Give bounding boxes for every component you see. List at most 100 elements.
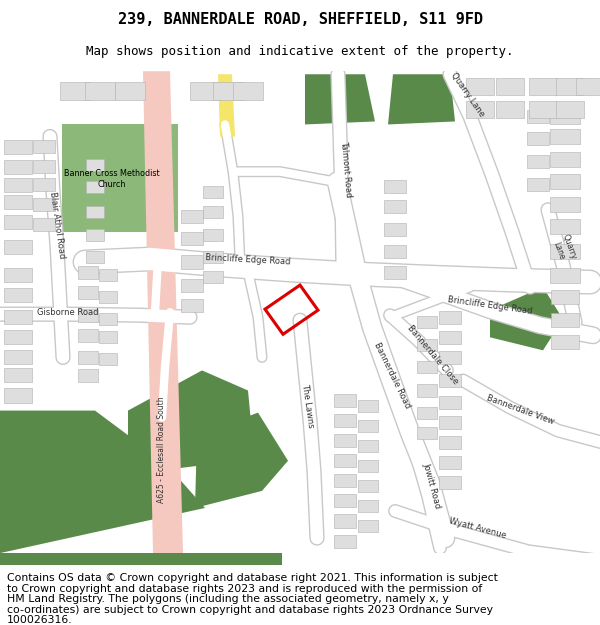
Bar xyxy=(527,110,549,123)
Bar xyxy=(466,78,494,95)
Bar xyxy=(358,480,378,492)
Bar xyxy=(99,269,117,281)
Bar xyxy=(551,290,579,304)
Text: Blair Athol Road: Blair Athol Road xyxy=(48,191,66,259)
Bar xyxy=(496,78,524,95)
Polygon shape xyxy=(218,74,235,136)
Bar xyxy=(550,174,580,189)
Bar xyxy=(86,159,104,171)
Bar xyxy=(439,331,461,344)
Text: Wyatt Avenue: Wyatt Avenue xyxy=(448,516,508,540)
Text: Banner Cross Methodist
Church: Banner Cross Methodist Church xyxy=(64,169,160,189)
Polygon shape xyxy=(195,412,288,508)
Polygon shape xyxy=(490,287,563,351)
Text: Talmont Road: Talmont Road xyxy=(339,140,353,198)
Text: Map shows position and indicative extent of the property.: Map shows position and indicative extent… xyxy=(86,45,514,58)
Bar xyxy=(417,384,437,396)
Bar xyxy=(33,140,55,153)
Bar xyxy=(99,291,117,303)
Bar xyxy=(213,82,243,101)
Bar xyxy=(60,82,90,101)
Bar xyxy=(4,215,32,229)
Bar xyxy=(86,206,104,218)
Bar xyxy=(551,335,579,349)
Bar xyxy=(203,251,223,263)
Bar xyxy=(4,159,32,174)
Text: Bannerdale Road: Bannerdale Road xyxy=(372,341,412,410)
Polygon shape xyxy=(305,74,375,124)
Bar xyxy=(358,500,378,512)
Bar xyxy=(33,218,55,231)
Bar xyxy=(439,416,461,429)
Bar xyxy=(417,406,437,419)
Bar xyxy=(384,200,406,213)
Bar xyxy=(334,474,356,488)
Bar xyxy=(181,210,203,223)
Bar xyxy=(556,101,584,118)
Bar xyxy=(550,268,580,282)
Bar xyxy=(33,198,55,211)
Text: Bannerdale Close: Bannerdale Close xyxy=(406,323,460,386)
Bar xyxy=(334,414,356,427)
Bar xyxy=(4,330,32,344)
Bar xyxy=(439,396,461,409)
Bar xyxy=(417,339,437,351)
Bar xyxy=(33,160,55,173)
Text: Contains OS data © Crown copyright and database right 2021. This information is : Contains OS data © Crown copyright and d… xyxy=(7,573,498,583)
Bar xyxy=(358,439,378,452)
Bar xyxy=(181,279,203,292)
Bar xyxy=(334,534,356,548)
Text: to Crown copyright and database rights 2023 and is reproduced with the permissio: to Crown copyright and database rights 2… xyxy=(7,584,482,594)
Bar xyxy=(99,331,117,343)
Bar xyxy=(181,256,203,269)
Bar xyxy=(417,427,437,439)
Bar xyxy=(78,329,98,342)
Bar xyxy=(550,152,580,167)
Text: 239, BANNERDALE ROAD, SHEFFIELD, S11 9FD: 239, BANNERDALE ROAD, SHEFFIELD, S11 9FD xyxy=(118,12,482,28)
Bar xyxy=(4,288,32,302)
Bar xyxy=(0,553,282,564)
Text: Brincliffe Edge Road: Brincliffe Edge Road xyxy=(205,253,291,267)
Bar xyxy=(203,229,223,241)
Bar xyxy=(496,101,524,118)
Bar xyxy=(4,139,32,154)
Text: Bannerdale View: Bannerdale View xyxy=(485,393,555,426)
Bar xyxy=(527,155,549,168)
Bar xyxy=(384,246,406,259)
Bar xyxy=(550,219,580,234)
Bar xyxy=(233,82,263,101)
Bar xyxy=(78,369,98,382)
Bar xyxy=(85,82,115,101)
Bar xyxy=(334,434,356,447)
Bar xyxy=(4,195,32,209)
Bar xyxy=(529,78,557,95)
Polygon shape xyxy=(143,71,183,553)
Bar xyxy=(439,436,461,449)
Bar xyxy=(4,351,32,364)
Text: Quarry Lane: Quarry Lane xyxy=(449,71,487,118)
Bar xyxy=(334,514,356,528)
Bar xyxy=(99,353,117,366)
Bar xyxy=(550,109,580,124)
Text: 100026316.: 100026316. xyxy=(7,615,73,625)
Bar xyxy=(334,494,356,508)
Bar xyxy=(439,311,461,324)
Text: Brincliffe Edge Road: Brincliffe Edge Road xyxy=(447,295,533,316)
Polygon shape xyxy=(128,371,252,471)
Text: The Lawns: The Lawns xyxy=(301,383,316,428)
Bar xyxy=(203,186,223,198)
Bar xyxy=(334,454,356,468)
Bar xyxy=(466,101,494,118)
Bar xyxy=(33,178,55,191)
Bar xyxy=(78,266,98,279)
Polygon shape xyxy=(62,124,178,232)
Bar xyxy=(550,198,580,212)
Bar xyxy=(99,313,117,325)
Bar xyxy=(527,132,549,145)
Bar xyxy=(86,251,104,263)
Bar xyxy=(4,268,32,282)
Polygon shape xyxy=(388,74,455,124)
Text: A625 - Ecclesall Road South: A625 - Ecclesall Road South xyxy=(157,396,167,503)
Bar xyxy=(4,368,32,382)
Bar xyxy=(334,394,356,407)
